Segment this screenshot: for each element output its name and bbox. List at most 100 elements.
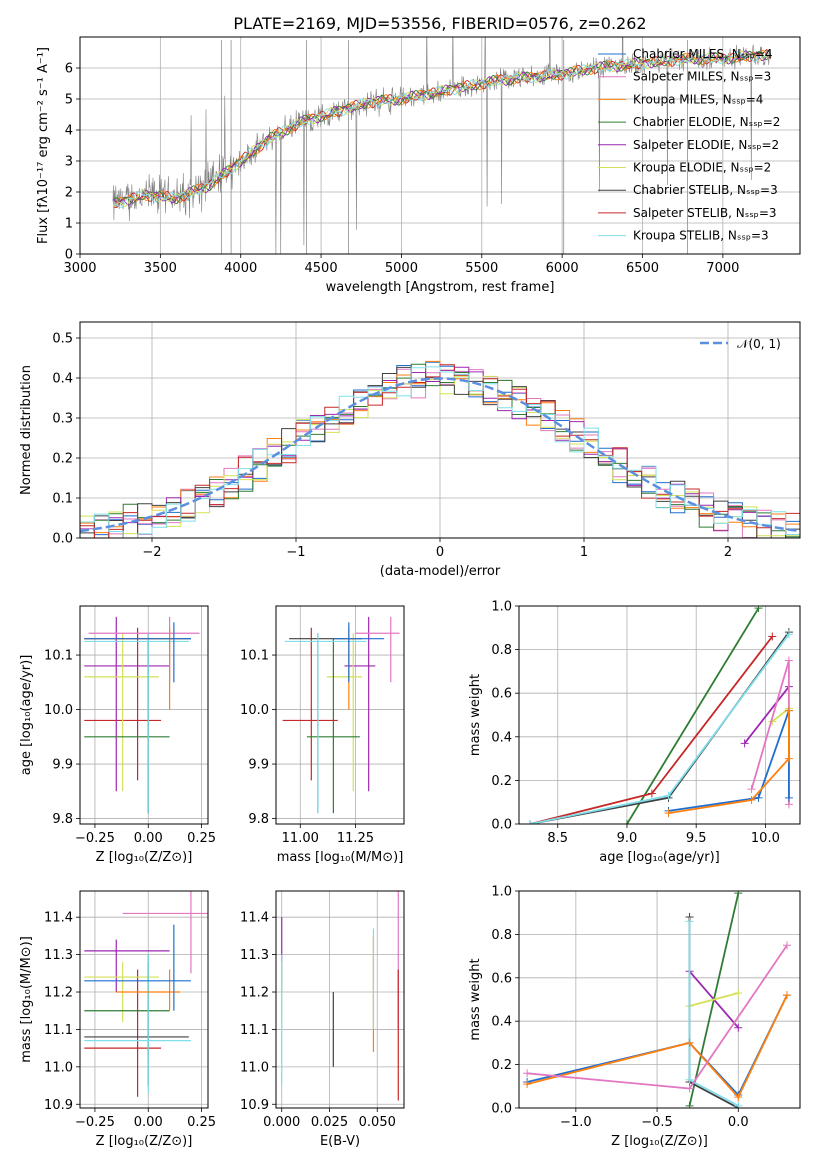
age_vs_Z-ytick-label: 9.8 [52,812,73,827]
weight_vs_age-panel: 8.5 9.0 9.5 10.0 0.0 0.2 0.4 0.6 0.8 1.0 age [log₁… [468,600,801,865]
residuals-plot [80,360,800,538]
weight_vs_Z-ytick-label: 0.6 [491,971,512,986]
mass_vs_ebv-ytick-label: 11.1 [240,1023,269,1038]
mass_vs_ebv-ytick-label: 11.3 [240,948,269,963]
spectrum-model-kroupa_stelib [113,49,772,208]
spectrum-ytick-label: 0 [65,248,73,263]
weight_vs_Z-xtick-label: 0.0 [728,1115,749,1130]
age_vs_Z-frame [79,605,209,825]
weight_vs_Z-marker-chabrier_elodie [685,1101,694,1108]
mass_vs_ebv-frame [275,890,405,1109]
spectrum-xtick-label: 4000 [224,261,257,276]
weight_vs_age-xtick-label: 9.5 [686,831,707,846]
weight_vs_Z-marker-salpeter_miles [523,1069,532,1078]
age_vs_mass-ytick-label: 9.8 [248,812,269,827]
weight_vs_Z-panel: −1.0 −0.5 0.0 0.0 0.2 0.4 0.6 0.8 1.0 Z [log₁₀(Z/… [468,885,801,1149]
spectrum-model-kroupa_elodie [113,50,772,207]
residuals-ytick-label: 0.2 [52,452,73,467]
legend-label-chabrier_miles: Chabrier MILES, Nₛₛₚ=4 [633,47,773,61]
age_vs_mass-xtick-label: 11.00 [282,831,319,846]
weight_vs_Z-ylabel: mass weight [468,958,483,1040]
legend-label-chabrier_elodie: Chabrier ELODIE, Nₛₛₚ=2 [633,115,780,129]
weight_vs_Z-marker-kroupa_stelib [685,917,694,926]
spectrum-plot [112,37,772,254]
residuals-ytick-label: 0.1 [52,492,73,507]
spectrum-ytick-label: 1 [65,217,73,232]
weight_vs_age-ytick-label: 1.0 [491,600,512,615]
weight_vs_Z-frame [518,890,801,1109]
weight_vs_age-marker-chabrier_elodie [622,820,631,824]
age_vs_Z-ytick-label: 10.0 [44,703,73,718]
spectrum-xtick-label: 6000 [546,261,579,276]
weight_vs_Z-ytick-label: 0.4 [491,1015,512,1030]
weight_vs_Z-plot [523,891,792,1108]
weight_vs_age-marker-salpeter_elodie [740,739,749,748]
residual-hist-salpeter_stelib [80,364,800,538]
residuals-ytick-label: 0.4 [52,372,73,387]
weight_vs_Z-marker-kroupa_stelib [685,1075,694,1084]
mass_vs_Z-ytick-label: 11.0 [44,1060,73,1075]
weight_vs_age-marker-kroupa_stelib [664,791,673,800]
weight_vs_age-plot [526,606,793,824]
legend-label-salpeter_stelib: Salpeter STELIB, Nₛₛₚ=3 [633,206,777,220]
weight_vs_age-series-kroupa_miles [668,710,790,814]
weight_vs_age-xlabel: age [log₁₀(age/yr)] [599,850,720,865]
weight_vs_age-marker-kroupa_miles [747,796,756,805]
weight_vs_Z-marker-kroupa_elodie [734,988,743,997]
mass_vs_Z-ytick-label: 11.4 [44,911,73,926]
age_vs_Z-xtick-label: 0.25 [187,831,216,846]
figure-title: PLATE=2169, MJD=53556, FIBERID=0576, z=0… [233,14,646,33]
mass_vs_Z-xlabel: Z [log₁₀(Z/Z⊙)] [96,1134,193,1149]
weight_vs_age-marker-kroupa_miles [784,754,793,763]
weight_vs_Z-xlabel: Z [log₁₀(Z/Z⊙)] [611,1134,708,1149]
spectrum-xtick-label: 4500 [305,261,338,276]
spectrum-xtick-label: 7000 [706,261,739,276]
age_vs_mass-ytick-label: 10.0 [240,703,269,718]
residuals-ylabel: Normed distribution [19,365,34,495]
legend-label-kroupa_elodie: Kroupa ELODIE, Nₛₛₚ=2 [633,161,771,175]
age_vs_Z-xtick-label: 0.00 [134,831,163,846]
age_vs_mass-xtick-label: 11.25 [337,831,374,846]
spectrum-xtick-label: 6500 [626,261,659,276]
spectrum-ytick-label: 4 [65,124,73,139]
age_vs_mass-ytick-label: 10.1 [240,649,269,664]
mass_vs_Z-ytick-label: 10.9 [44,1098,73,1113]
weight_vs_Z-xtick-label: −1.0 [560,1115,592,1130]
spectrum-xtick-label: 3000 [63,261,96,276]
weight_vs_age-ylabel: mass weight [468,674,483,756]
weight_vs_age-xtick-label: 9.0 [617,831,638,846]
weight_vs_age-series-chabrier_elodie [626,607,760,824]
spectrum-panel: 3000 3500 4000 4500 5000 5500 6000 6500 7000 0 1 2 3… [36,36,801,295]
weight_vs_age-series-chabrier_stelib [529,631,790,824]
residuals-xtick-label: −2 [142,545,161,560]
weight_vs_age-marker-salpeter_stelib [768,632,777,641]
weight_vs_age-series-kroupa_stelib [529,633,790,824]
legend-label-kroupa_stelib: Kroupa STELIB, Nₛₛₚ=3 [633,229,769,243]
residuals-xtick-label: −1 [286,545,305,560]
mass_vs_Z-ylabel: mass [log₁₀(M/M⊙)] [19,936,34,1063]
age_vs_Z-xlabel: Z [log₁₀(Z/Z⊙)] [96,850,193,865]
weight_vs_age-ytick-label: 0.8 [491,643,512,658]
weight_vs_Z-series-chabrier_stelib [688,917,739,1108]
weight_vs_Z-marker-kroupa_miles [783,991,792,1000]
mass_vs_Z-panel: −0.25 0.00 0.25 10.9 11.0 11.1 11.2 11.3 11.4 Z [… [19,890,216,1149]
legend-label-salpeter_elodie: Salpeter ELODIE, Nₛₛₚ=2 [633,138,779,152]
weight_vs_Z-marker-salpeter_elodie [734,1023,743,1032]
weight_vs_Z-marker-kroupa_stelib [734,1101,743,1108]
spectrum-xtick-label: 5000 [385,261,418,276]
mass_vs_ebv-xtick-label: 0.050 [359,1115,396,1130]
weight_vs_Z-series-kroupa_elodie [689,992,739,1007]
weight_vs_age-marker-kroupa_stelib [784,630,793,639]
weight_vs_age-series-salpeter_miles [750,660,790,805]
weight_vs_age-ytick-label: 0.0 [491,818,512,833]
mass_vs_ebv-xtick-label: 0.025 [311,1115,348,1130]
weight_vs_age-ytick-label: 0.4 [491,730,512,745]
weight_vs_Z-marker-salpeter_miles [685,1084,694,1093]
mass_vs_ebv-ytick-label: 11.2 [240,986,269,1001]
weight_vs_age-marker-chabrier_elodie [754,606,763,613]
legend-label-chabrier_stelib: Chabrier STELIB, Nₛₛₚ=3 [633,183,778,197]
mass_vs_Z-xtick-label: 0.00 [134,1115,163,1130]
weight_vs_age-marker-kroupa_miles [784,706,793,715]
spectrum-xtick-label: 5500 [465,261,498,276]
weight_vs_Z-marker-chabrier_elodie [734,891,743,898]
